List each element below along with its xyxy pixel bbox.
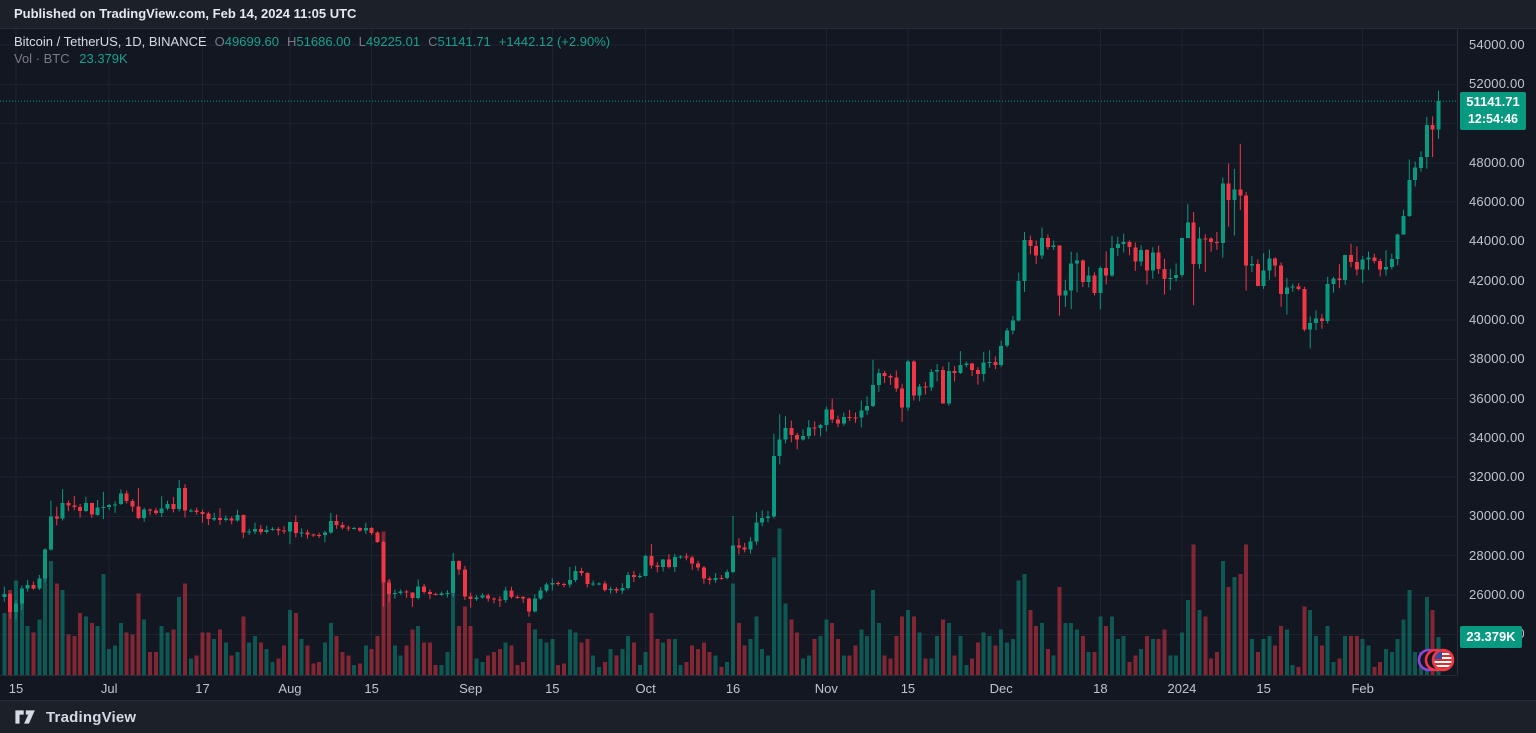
time-tick-label: 18 <box>1093 681 1108 696</box>
price-tick-label: 26000.00 <box>1469 587 1525 602</box>
price-tick-label: 32000.00 <box>1469 469 1525 485</box>
time-tick-label: 15 <box>8 681 24 696</box>
us-flag <box>1434 651 1452 669</box>
time-tick-label: 15 <box>900 681 916 696</box>
close-label: C <box>428 34 438 49</box>
published-text: Published on TradingView.com, Feb 14, 20… <box>14 6 357 21</box>
price-tick-label: 52000.00 <box>1469 76 1525 92</box>
symbol-legend[interactable]: Bitcoin / TetherUS, 1D, BINANCE O49699.60… <box>14 33 610 67</box>
price-axis[interactable]: 54000.0052000.0050000.0048000.0046000.00… <box>1457 28 1536 675</box>
time-tick-label: 2024 <box>1167 681 1197 696</box>
bottom-bar: TradingView <box>0 700 1536 733</box>
tradingview-logo-link[interactable]: TradingView <box>14 707 136 727</box>
last-price: 51141.71 <box>1466 93 1520 109</box>
price-tick-label: 48000.00 <box>1469 154 1525 170</box>
time-tick-label: Sep <box>459 681 483 696</box>
low-label: L <box>358 34 366 49</box>
price-tick-label: 30000.00 <box>1469 508 1525 524</box>
low-value: 49225.01 <box>365 34 421 49</box>
time-tick-label: 16 <box>725 681 741 696</box>
time-tick-label: Dec <box>989 681 1013 696</box>
price-tick-label: 40000.00 <box>1469 312 1525 327</box>
price-tick-label: 44000.00 <box>1469 233 1525 249</box>
us-flag-economic-event-icon[interactable] <box>1414 645 1460 675</box>
price-tick-label: 36000.00 <box>1469 390 1525 406</box>
volume-badge: 23.379K <box>1460 625 1522 648</box>
tradingview-logo-icon <box>15 710 35 724</box>
tradingview-wordmark: TradingView <box>46 708 137 726</box>
volume-value: 23.379K <box>79 51 128 66</box>
change-value: +1442.12 (+2.90%) <box>498 34 611 49</box>
time-tick-label: Jul <box>100 681 118 696</box>
price-tick-label: 34000.00 <box>1469 429 1525 445</box>
time-tick-label: 15 <box>1256 681 1271 696</box>
time-tick-label: Feb <box>1351 681 1374 696</box>
last-price-badge: 51141.71 12:54:46 <box>1460 91 1526 130</box>
price-tick-label: 54000.00 <box>1469 37 1525 52</box>
time-tick-label: Nov <box>814 681 838 696</box>
time-tick-label: Oct <box>635 681 656 696</box>
price-tick-label: 28000.00 <box>1469 547 1525 563</box>
price-tick-label: 38000.00 <box>1469 351 1525 367</box>
high-label: H <box>287 34 297 49</box>
high-value: 51686.00 <box>296 34 351 49</box>
open-value: 49699.60 <box>224 34 280 49</box>
time-axis[interactable]: 15 Jul 17 Aug 15 Sep 15 Oct 16 Nov 15 Dec 18 2024 15 Fe… <box>0 675 1457 701</box>
volume-label[interactable]: Vol · BTC <box>14 51 70 66</box>
bar-countdown: 12:54:46 <box>1467 111 1519 126</box>
open-label: O <box>214 34 225 49</box>
price-tick-label: 42000.00 <box>1469 272 1525 288</box>
time-tick-label: 15 <box>545 681 560 696</box>
close-value: 51141.71 <box>437 34 491 49</box>
time-tick-label: Aug <box>278 681 302 696</box>
published-bar: Published on TradingView.com, Feb 14, 20… <box>0 0 1536 29</box>
time-tick-label: 15 <box>364 681 379 696</box>
time-tick-label: 17 <box>195 681 210 696</box>
symbol-title[interactable]: Bitcoin / TetherUS, 1D, BINANCE <box>14 34 207 49</box>
price-tick-label: 46000.00 <box>1469 194 1525 210</box>
